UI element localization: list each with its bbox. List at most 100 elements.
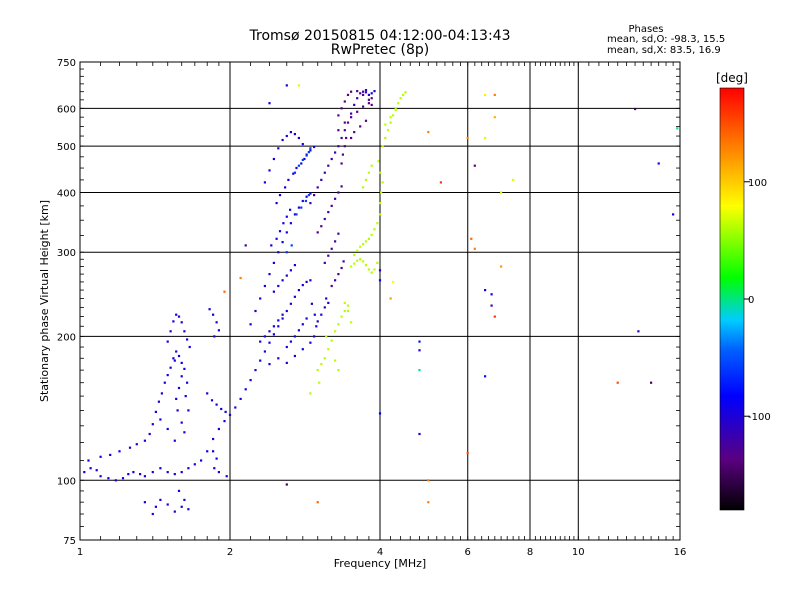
- data-point: [277, 147, 280, 150]
- minor-ticks: [80, 62, 680, 540]
- data-point: [289, 222, 292, 225]
- x-tick-label: 16: [674, 547, 687, 558]
- data-point: [362, 105, 365, 108]
- data-point: [143, 475, 146, 478]
- data-point: [217, 427, 220, 431]
- grid-lines: [80, 62, 680, 540]
- data-point: [297, 164, 300, 167]
- data-point: [177, 315, 181, 318]
- data-point: [268, 330, 271, 333]
- data-point: [362, 243, 365, 246]
- data-point: [353, 103, 356, 106]
- data-point: [362, 90, 365, 93]
- data-point: [313, 145, 316, 149]
- data-points: [83, 84, 679, 516]
- data-point: [362, 186, 365, 189]
- data-point: [330, 284, 333, 288]
- data-point: [143, 439, 146, 442]
- data-point: [350, 321, 353, 324]
- colorbar-tick-label: -100: [748, 412, 771, 423]
- data-point: [350, 112, 353, 115]
- data-point: [327, 254, 330, 257]
- data-point: [337, 369, 340, 372]
- data-point: [263, 181, 266, 184]
- data-point: [399, 97, 402, 100]
- data-point: [300, 162, 303, 165]
- data-point: [378, 269, 382, 272]
- data-point: [342, 260, 345, 263]
- stats-line-x: mean, sd,X: 83.5, 16.9: [607, 45, 721, 56]
- data-point: [334, 330, 337, 333]
- data-point: [343, 129, 346, 132]
- data-point: [386, 129, 390, 132]
- data-point: [370, 92, 373, 95]
- data-point: [309, 392, 312, 395]
- data-point: [316, 231, 319, 234]
- data-point: [244, 388, 247, 391]
- x-axis-ticks: 1 2 4 6 8 10 16: [77, 547, 687, 558]
- y-tick-label: 750: [57, 58, 76, 69]
- data-point: [307, 151, 310, 154]
- data-point: [359, 258, 362, 261]
- data-point: [378, 412, 382, 415]
- stats-line-o: mean, sd,O: -98.3, 15.5: [607, 34, 725, 45]
- data-point: [381, 145, 384, 148]
- data-point: [309, 192, 312, 195]
- data-point: [285, 134, 288, 138]
- y-tick-label: 75: [63, 536, 76, 547]
- data-point: [616, 381, 619, 384]
- data-point: [278, 230, 282, 233]
- data-point: [316, 501, 319, 504]
- chart-title: Tromsø 20150815 04:12:00-04:13:43: [249, 28, 511, 44]
- data-point: [206, 450, 209, 453]
- data-point: [289, 131, 292, 134]
- data-point: [301, 199, 304, 203]
- y-tick-label: 100: [57, 476, 76, 487]
- data-point: [270, 244, 273, 247]
- data-point: [392, 280, 395, 283]
- data-point: [484, 136, 487, 140]
- data-point: [373, 268, 376, 271]
- data-point: [301, 143, 304, 146]
- data-point: [346, 304, 350, 307]
- data-point: [177, 386, 181, 390]
- data-point: [327, 301, 330, 304]
- data-point: [309, 202, 312, 205]
- data-point: [272, 325, 275, 328]
- data-point: [223, 420, 226, 423]
- data-point: [160, 392, 163, 395]
- data-point: [378, 202, 382, 205]
- data-point: [309, 147, 312, 150]
- data-point: [293, 335, 296, 338]
- data-point: [493, 315, 496, 318]
- data-point: [356, 110, 359, 113]
- data-point: [177, 489, 181, 492]
- data-point: [367, 237, 370, 240]
- data-point: [295, 213, 298, 216]
- data-point: [293, 133, 296, 136]
- data-point: [364, 91, 368, 94]
- data-point: [289, 340, 292, 343]
- data-point: [470, 237, 473, 240]
- data-point: [330, 204, 333, 207]
- data-point: [268, 273, 271, 276]
- data-point: [249, 323, 252, 326]
- data-point: [289, 208, 292, 211]
- data-point: [180, 471, 183, 474]
- data-point: [83, 471, 86, 474]
- data-point: [330, 339, 333, 342]
- data-point: [200, 459, 203, 462]
- data-point: [173, 510, 176, 513]
- data-point: [289, 302, 292, 305]
- data-point: [305, 195, 308, 198]
- data-point: [169, 366, 172, 369]
- data-point: [350, 116, 353, 119]
- data-point: [364, 178, 368, 181]
- y-axis-ticks: 75 100 200 300 400 500 600 750: [57, 58, 76, 547]
- data-point: [418, 349, 421, 352]
- data-point: [212, 450, 215, 453]
- data-point: [215, 403, 218, 406]
- data-point: [285, 215, 288, 218]
- data-point: [364, 240, 368, 243]
- data-point: [325, 335, 328, 338]
